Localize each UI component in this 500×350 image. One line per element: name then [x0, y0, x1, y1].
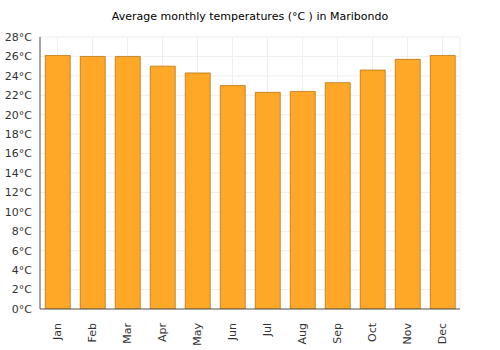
svg-text:18°C: 18°C — [8, 128, 32, 141]
svg-text:8°C: 8°C — [12, 225, 32, 238]
svg-text:Oct: Oct — [366, 322, 379, 342]
svg-text:6°C: 6°C — [12, 245, 32, 258]
svg-text:Apr: Apr — [156, 323, 169, 343]
svg-text:24°C: 24°C — [8, 70, 32, 83]
svg-text:Dec: Dec — [436, 323, 449, 344]
svg-text:Sep: Sep — [331, 323, 344, 344]
svg-text:Nov: Nov — [401, 323, 414, 345]
svg-text:Jul: Jul — [261, 323, 274, 337]
svg-text:20°C: 20°C — [8, 109, 32, 122]
svg-text:12°C: 12°C — [8, 186, 32, 199]
svg-text:0°C: 0°C — [12, 303, 32, 316]
svg-text:14°C: 14°C — [8, 167, 32, 180]
svg-text:10°C: 10°C — [8, 206, 32, 219]
svg-text:Aug: Aug — [296, 323, 309, 344]
svg-text:16°C: 16°C — [8, 147, 32, 160]
svg-text:Jun: Jun — [226, 323, 239, 341]
svg-text:Mar: Mar — [121, 323, 134, 344]
svg-text:4°C: 4°C — [12, 264, 32, 277]
svg-text:May: May — [191, 323, 204, 346]
svg-text:Feb: Feb — [86, 323, 99, 342]
svg-text:Jan: Jan — [51, 323, 64, 341]
svg-text:26°C: 26°C — [8, 50, 32, 63]
svg-text:22°C: 22°C — [8, 89, 32, 102]
svg-text:28°C: 28°C — [8, 31, 32, 44]
svg-text:2°C: 2°C — [12, 283, 32, 296]
html-text:Average monthly temperatures (: Average monthly temperatures (°C ) in Ma… — [111, 10, 389, 23]
